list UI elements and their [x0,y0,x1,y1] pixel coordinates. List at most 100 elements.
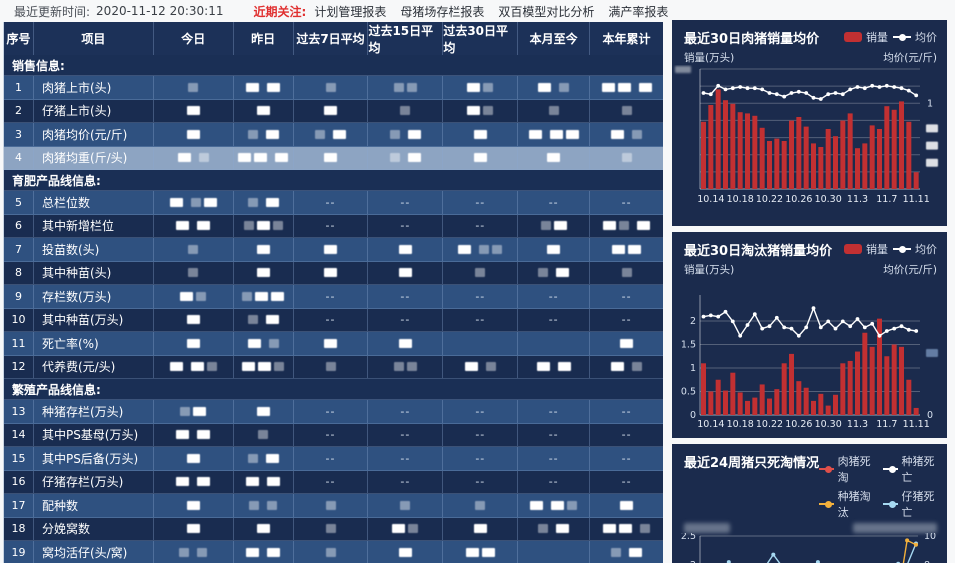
cell-value [234,517,294,540]
cell-value [443,517,519,540]
cell-value [294,355,369,378]
legend-item[interactable]: 销量 [844,29,888,45]
cell-value [234,423,294,446]
table-row[interactable]: 6 其中新增栏位 -- -- -- [4,214,663,238]
report-link[interactable]: 双百模型对比分析 [498,4,595,19]
table-row[interactable]: 19 窝均活仔(头/窝) [4,541,663,563]
section-header-row: 繁殖产品线信息: [4,379,663,400]
cell-value [234,332,294,355]
y-axis-left-title-redacted [684,523,730,533]
report-link[interactable]: 母猪场存栏报表 [400,4,485,19]
row-label: 其中种苗(万头) [34,308,154,331]
cell-value: -- [518,400,591,423]
chart-legend: 肉猪死淘 种猪死亡 种猪淘汰 仔猪死亡 [819,453,937,520]
row-number: 9 [4,285,34,308]
cell-value [590,518,663,541]
table-row[interactable]: 17 配种数 [4,494,663,518]
cell-value [154,332,234,355]
table-row[interactable]: 13 种猪存栏(万头) -- -- -- -- -- [4,400,663,424]
table-row[interactable]: 12 代养费(元/头) [4,355,663,379]
cell-value [518,123,591,146]
cell-value [294,146,369,169]
table-row[interactable]: 18 分娩窝数 [4,517,663,541]
table-row[interactable]: 14 其中PS基母(万头) -- -- -- -- -- [4,423,663,447]
report-link[interactable]: 计划管理报表 [314,4,387,19]
y-axis-right-title-redacted [853,523,937,533]
legend-item[interactable]: 均价 [893,29,937,45]
cell-value: -- [518,285,591,308]
table-row[interactable]: 1 肉猪上市(头) [4,76,663,100]
cell-value: -- [368,214,444,237]
cell-value [294,123,369,146]
cell-value [154,447,234,470]
cell-value [154,261,234,284]
cell-value [234,238,294,261]
legend-label: 销量 [866,243,888,256]
report-link[interactable]: 满产率报表 [608,4,669,19]
table-row[interactable]: 8 其中种苗(头) [4,261,663,285]
row-label: 种猪存栏(万头) [34,400,154,423]
recent-focus-label: 近期关注: [253,4,307,19]
cell-value [368,238,444,261]
cell-value: -- [518,191,591,214]
chart-panel-pig-sales-price: 最近30日肉猪销量均价 销量 均价 销量(万头) 均价(元/斤) 10.14 10.… [672,20,947,226]
y-axis-right-title: 均价(元/斤) [883,52,937,64]
svg-text:10.14: 10.14 [697,419,724,429]
cell-value [154,423,234,446]
update-time-label: 最近更新时间: [14,4,91,19]
cell-value [590,262,663,285]
cell-value [294,99,369,122]
table-row[interactable]: 11 死亡率(%) [4,332,663,356]
row-number: 1 [4,76,34,99]
table-row[interactable]: 10 其中种苗(万头) -- -- -- -- -- [4,308,663,332]
cell-value: -- [443,308,519,331]
cell-value [590,100,663,123]
cell-value [154,76,234,99]
svg-text:10.30: 10.30 [815,194,842,205]
svg-text:11.11: 11.11 [903,194,930,205]
legend-item[interactable]: 种猪淘汰 [819,488,873,520]
column-header: 序号 [4,22,34,55]
table-row[interactable]: 2 仔猪上市(头) [4,99,663,123]
legend-line-marker [893,245,911,253]
row-number: 5 [4,191,34,214]
table-row[interactable]: 9 存栏数(万头) -- -- -- -- -- [4,285,663,309]
legend-bar-swatch [844,32,862,42]
legend-item[interactable]: 仔猪死亡 [883,488,937,520]
legend-item[interactable]: 销量 [844,241,888,257]
legend-line-marker [883,500,898,508]
chart-title: 最近24周猪只死淘情况 [684,456,820,471]
cell-value [294,541,369,563]
cell-value [154,355,234,378]
legend-item[interactable]: 均价 [893,241,937,257]
legend-item[interactable]: 种猪死亡 [883,453,937,485]
cell-value: -- [294,214,369,237]
table-row[interactable]: 15 其中PS后备(万头) -- -- -- -- -- [4,447,663,471]
cell-value: -- [443,447,519,470]
table-row[interactable]: 5 总栏位数 -- -- -- -- -- [4,191,663,215]
table-row[interactable]: 7 投苗数(头) [4,238,663,262]
cell-value: -- [443,214,519,237]
svg-text:8: 8 [924,560,930,563]
chart-title: 最近30日肉猪销量均价 [684,32,820,47]
svg-text:10.22: 10.22 [756,419,783,429]
legend-item[interactable]: 肉猪死淘 [819,453,873,485]
svg-text:10.30: 10.30 [815,419,842,429]
bar-line-chart-pig-sales[interactable]: 10.14 10.18 10.22 10.26 10.30 11.3 11.7 11.11 1 [672,65,947,215]
column-header: 昨日 [234,22,294,55]
chart-panel-cull-pig-sales-price: 最近30日淘汰猪销量均价 销量 均价 销量(万头) 均价(元/斤) 2 1.5 1 0.… [672,232,947,438]
row-label: 分娩窝数 [34,517,154,540]
cell-value [590,123,663,146]
svg-text:1: 1 [927,98,933,109]
row-number: 3 [4,123,34,146]
cell-value: -- [518,447,591,470]
update-time-value: 2020-11-12 20:30:11 [96,4,224,18]
table-row[interactable]: 3 肉猪均价(元/斤) [4,123,663,147]
row-number: 2 [4,99,34,122]
legend-line-marker [819,465,834,473]
row-number: 12 [4,355,34,378]
line-chart-death-cull[interactable]: 2.510281.56 [672,533,947,563]
table-row[interactable]: 4 肉猪均重(斤/头) [4,146,663,170]
table-row[interactable]: 16 仔猪存栏(万头) -- -- -- -- -- [4,470,663,494]
